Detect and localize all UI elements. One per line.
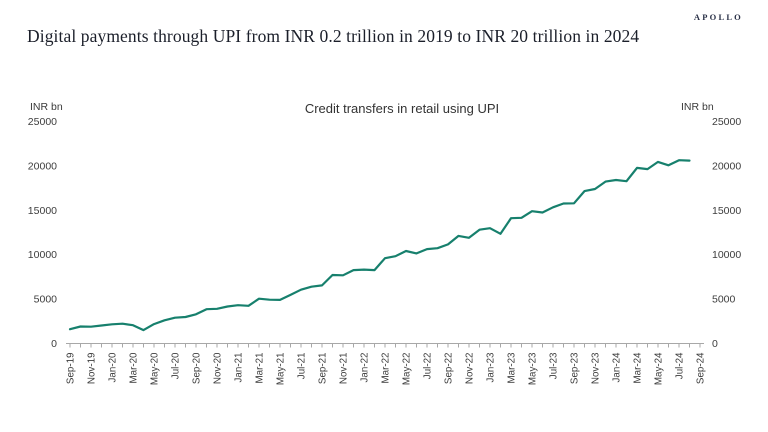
y-tick-label-left: 20000 <box>28 160 57 172</box>
y-tick-label-left: 15000 <box>28 205 57 217</box>
chart-headline: Digital payments through UPI from INR 0.… <box>27 26 640 46</box>
y-tick-label-left: 0 <box>51 338 57 350</box>
x-tick-label: Mar-22 <box>381 353 392 384</box>
x-tick-label: Sep-23 <box>570 352 581 384</box>
x-tick-label: Jan-23 <box>486 352 497 383</box>
apollo-logo: APOLLO <box>693 12 743 22</box>
x-tick-label: May-23 <box>528 352 539 385</box>
x-tick-label: Jan-24 <box>612 352 623 383</box>
y-tick-label-left: 25000 <box>28 116 57 128</box>
x-tick-label: Jul-21 <box>297 353 308 380</box>
x-tick-label: May-22 <box>402 353 413 386</box>
y-tick-label-right: 20000 <box>712 160 741 172</box>
x-tick-label: Jul-24 <box>675 352 686 379</box>
x-tick-label: Jan-21 <box>234 353 245 383</box>
y-tick-label-right: 10000 <box>712 249 741 261</box>
y-tick-label-left: 10000 <box>28 249 57 261</box>
x-tick-label: Mar-21 <box>255 353 266 384</box>
x-tick-label: May-21 <box>276 353 287 386</box>
chart-subtitle: Credit transfers in retail using UPI <box>304 101 500 116</box>
y-axis-unit-right: INR bn <box>681 101 714 113</box>
x-tick-label: Mar-20 <box>129 352 140 384</box>
y-tick-label-right: 15000 <box>712 205 741 217</box>
upi-trend-line <box>68 159 691 332</box>
x-tick-label: Sep-19 <box>66 353 77 385</box>
x-tick-label: Sep-20 <box>192 352 203 384</box>
x-tick-label: Nov-19 <box>87 353 98 385</box>
x-tick-label: Jul-22 <box>423 353 434 380</box>
x-tick-label: Nov-21 <box>339 353 350 385</box>
x-tick-label: Nov-22 <box>465 353 476 385</box>
x-tick-label: May-24 <box>654 352 665 385</box>
x-tick-label: Mar-23 <box>507 352 518 384</box>
x-tick-label: Nov-23 <box>591 352 602 384</box>
x-tick-label: Sep-24 <box>696 352 707 384</box>
x-tick-label: Sep-22 <box>444 353 455 385</box>
x-tick-label: Jul-23 <box>549 352 560 379</box>
x-tick-label: Sep-21 <box>318 353 329 385</box>
y-tick-label-right: 5000 <box>712 294 736 306</box>
y-tick-label-right: 25000 <box>712 116 741 128</box>
x-tick-label: May-20 <box>150 352 161 385</box>
x-tick-label: Mar-24 <box>633 352 644 384</box>
x-tick-label: Jul-20 <box>171 352 182 379</box>
y-axis-unit-left: INR bn <box>30 101 63 113</box>
y-tick-label-left: 5000 <box>34 294 58 306</box>
y-tick-label-right: 0 <box>712 338 718 350</box>
x-tick-label: Jan-20 <box>108 352 119 383</box>
x-tick-label: Nov-20 <box>213 352 224 384</box>
x-tick-label: Jan-22 <box>360 353 371 383</box>
